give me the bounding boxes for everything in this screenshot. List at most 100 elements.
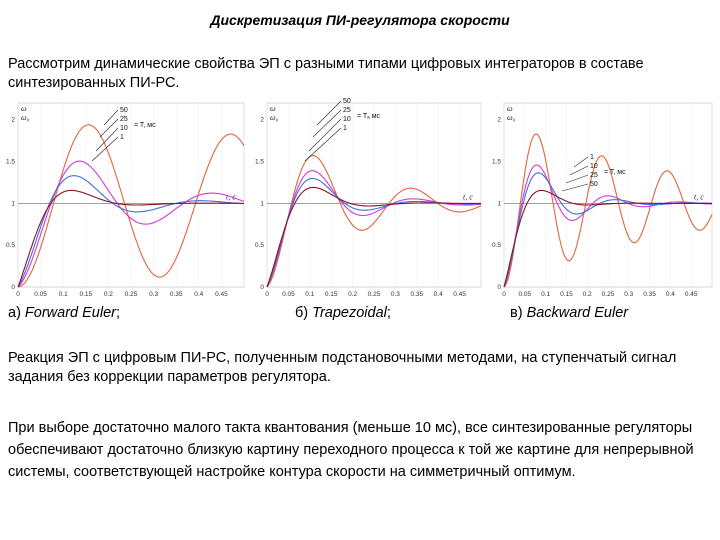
plot-backward-euler: 0 0.05 0.1 0.15 0.2 0.25 0.3 0.35 0.4 0.45 0 0.5 1 1.… xyxy=(490,99,718,299)
x-tick-label: 0.2 xyxy=(583,291,592,298)
x-tick-label: 0.3 xyxy=(149,291,158,298)
x-tick-label: 0.45 xyxy=(453,291,466,298)
legend-entry: 10 xyxy=(590,163,598,170)
y-axis-label-bottom: ω₀ xyxy=(270,113,279,122)
legend-title: = Tₐ мс xyxy=(357,113,381,120)
legend-arrow xyxy=(561,183,589,192)
y-tick-label: 2 xyxy=(497,117,501,124)
y-tick-label: 1.5 xyxy=(6,159,15,166)
series-line-4 xyxy=(17,189,244,288)
y-axis-label-top: ω xyxy=(21,104,27,113)
x-tick-label: 0.3 xyxy=(624,291,633,298)
y-tick-label: 2 xyxy=(260,117,264,124)
y-tick-label: 1 xyxy=(260,200,264,207)
x-tick-label: 0.1 xyxy=(59,291,68,298)
x-tick-label: 0.4 xyxy=(434,291,443,298)
x-axis-label: t, c xyxy=(694,192,704,201)
legend-title: = T, мс xyxy=(134,122,156,129)
legend-entry: 1 xyxy=(590,154,594,161)
y-tick-label: 0 xyxy=(11,284,15,291)
x-tick-label: 0.05 xyxy=(34,291,47,298)
x-tick-label: 0.4 xyxy=(194,291,203,298)
x-tick-label: 0.05 xyxy=(518,291,531,298)
series-line-2 xyxy=(503,164,712,288)
trapezoidal-chart: 0 0.05 0.1 0.15 0.2 0.25 0.3 0.35 0.4 0.45 0 0.5 1 1.… xyxy=(255,98,482,298)
legend-arrow xyxy=(304,127,342,162)
legend-arrow xyxy=(565,174,589,184)
y-axis-label-top: ω xyxy=(507,104,513,113)
series-line-3 xyxy=(17,175,245,288)
caption-prefix: б) xyxy=(295,305,313,321)
x-tick-label: 0.2 xyxy=(348,291,357,298)
x-tick-label: 0.4 xyxy=(666,291,675,298)
y-tick-label: 1.5 xyxy=(255,159,264,166)
legend-entry: 50 xyxy=(120,107,128,114)
legend-title: = T, мс xyxy=(604,169,626,176)
caption-prefix: в) xyxy=(510,305,527,321)
series-line-4 xyxy=(266,186,481,288)
y-tick-label: 0.5 xyxy=(6,242,15,249)
caption-suffix: ; xyxy=(386,305,391,321)
x-tick-label: 0.35 xyxy=(410,291,423,298)
y-tick-label: 0.5 xyxy=(492,242,501,249)
plot-forward-euler: 0 0.05 0.1 0.15 0.2 0.25 0.3 0.35 0.4 0.45 0 0.5 1 1.… xyxy=(4,99,250,299)
caption-backward-euler: в) Backward Euler xyxy=(510,305,628,321)
legend-entry: 50 xyxy=(590,181,598,188)
series-line-1 xyxy=(503,133,713,288)
legend-arrow xyxy=(103,109,119,126)
legend-arrow xyxy=(312,109,342,138)
x-tick-label: 0.45 xyxy=(215,291,228,298)
legend-arrow xyxy=(91,136,119,162)
caption-method: Trapezoidal xyxy=(312,305,387,321)
y-axis-label-bottom: ω₀ xyxy=(507,113,516,122)
legend-entry: 1 xyxy=(120,134,124,141)
x-tick-label: 0.35 xyxy=(643,291,656,298)
y-axis-label-bottom: ω₀ xyxy=(21,113,30,122)
caption-trapezoidal: б) Trapezoidal; xyxy=(295,305,391,321)
y-axis-label-top: ω xyxy=(270,104,276,113)
y-tick-label: 0 xyxy=(260,284,264,291)
legend-arrow xyxy=(569,165,589,176)
legend-entry: 10 xyxy=(120,125,128,132)
x-tick-label: 0.15 xyxy=(325,291,338,298)
reaction-paragraph: Реакция ЭП с цифровым ПИ-РС, полученным … xyxy=(8,350,677,385)
x-tick-label: 0.15 xyxy=(560,291,573,298)
x-tick-label: 0 xyxy=(265,291,269,298)
series-line-1 xyxy=(17,124,245,288)
legend-arrow xyxy=(95,127,119,152)
conclusion-paragraph: При выборе достаточно малого такта квант… xyxy=(8,420,694,480)
x-tick-label: 0.15 xyxy=(79,291,92,298)
x-tick-label: 0.3 xyxy=(391,291,400,298)
x-tick-label: 0.35 xyxy=(170,291,183,298)
x-tick-label: 0 xyxy=(16,291,20,298)
x-tick-label: 0.05 xyxy=(282,291,295,298)
legend-arrow xyxy=(308,118,342,152)
legend-entry: 1 xyxy=(343,125,347,132)
y-tick-label: 0.5 xyxy=(255,242,264,249)
legend-arrow xyxy=(99,118,119,138)
plot-trapezoidal: 0 0.05 0.1 0.15 0.2 0.25 0.3 0.35 0.4 0.45 0 0.5 1 1.… xyxy=(253,98,487,299)
x-tick-label: 0.1 xyxy=(305,291,314,298)
caption-forward-euler: а) Forward Euler; xyxy=(8,305,120,321)
legend-arrow xyxy=(316,100,342,126)
x-tick-label: 0.25 xyxy=(602,291,615,298)
x-tick-label: 0 xyxy=(502,291,506,298)
x-tick-label: 0.25 xyxy=(125,291,138,298)
x-tick-label: 0.45 xyxy=(685,291,698,298)
y-tick-label: 1 xyxy=(497,200,501,207)
x-axis-label: t, c xyxy=(463,192,473,201)
backward-euler-chart: 0 0.05 0.1 0.15 0.2 0.25 0.3 0.35 0.4 0.45 0 0.5 1 1.… xyxy=(492,102,713,298)
caption-prefix: а) xyxy=(8,305,25,321)
x-tick-label: 0.25 xyxy=(368,291,381,298)
legend-entry: 25 xyxy=(590,172,598,179)
x-tick-label: 0.2 xyxy=(104,291,113,298)
legend-entry: 10 xyxy=(343,116,351,123)
series-line-1 xyxy=(266,154,482,288)
y-tick-label: 1.5 xyxy=(492,159,501,166)
page-title: Дискретизация ПИ-регулятора скорости xyxy=(210,12,510,28)
y-tick-label: 0 xyxy=(497,284,501,291)
legend-entry: 50 xyxy=(343,98,351,105)
series-line-4 xyxy=(503,189,712,288)
forward-euler-chart: 0 0.05 0.1 0.15 0.2 0.25 0.3 0.35 0.4 0.45 0 0.5 1 1.… xyxy=(6,102,245,298)
caption-method: Forward Euler xyxy=(24,305,116,321)
